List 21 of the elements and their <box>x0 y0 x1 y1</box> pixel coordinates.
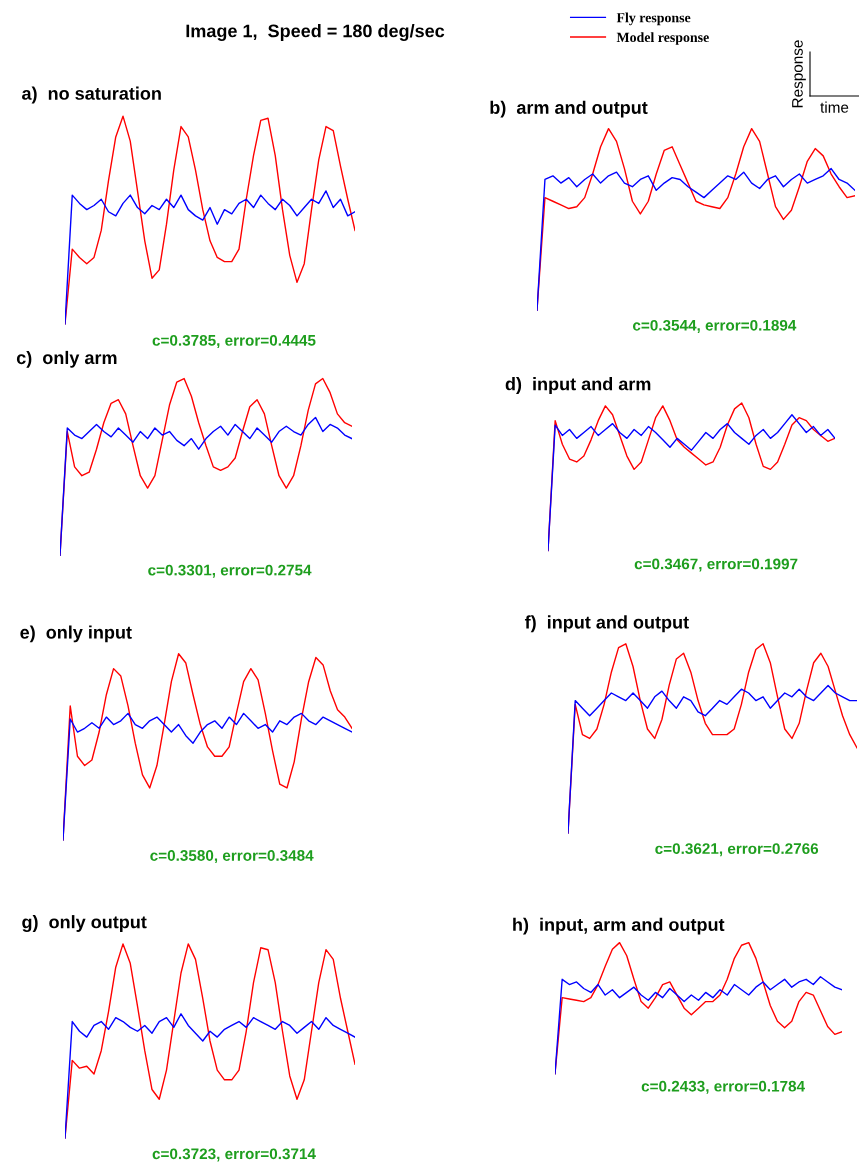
chart-title: g) only output <box>22 915 147 932</box>
text: c=0.3301, error=0.2754 <box>148 564 312 578</box>
chart-title: a) no saturation <box>22 86 161 104</box>
text: time <box>820 101 849 113</box>
text: c=0.3723, error=0.3714 <box>152 1148 316 1162</box>
text: Response <box>792 40 806 108</box>
text: Image 1, Speed = 180 deg/sec <box>186 24 445 41</box>
chart-title: e) only input <box>20 625 132 643</box>
text: c=0.3544, error=0.1894 <box>633 319 797 333</box>
text: c=0.3580, error=0.3484 <box>150 850 314 864</box>
text: c=0.2433, error=0.1784 <box>641 1080 805 1094</box>
text: c=0.3467, error=0.1997 <box>634 558 798 572</box>
chart-title: d) input and arm <box>505 377 651 394</box>
text: c=0.3785, error=0.4445 <box>152 334 316 348</box>
legend-label: Model response <box>616 32 709 45</box>
text: c=0.3621, error=0.2766 <box>655 843 819 857</box>
chart-title: f) input and output <box>524 615 689 633</box>
chart-title: b) arm and output <box>490 100 648 118</box>
chart-title: c) only arm <box>16 350 117 368</box>
chart-title: h) input, arm and output <box>513 917 725 935</box>
legend-label: Fly response <box>616 12 691 26</box>
